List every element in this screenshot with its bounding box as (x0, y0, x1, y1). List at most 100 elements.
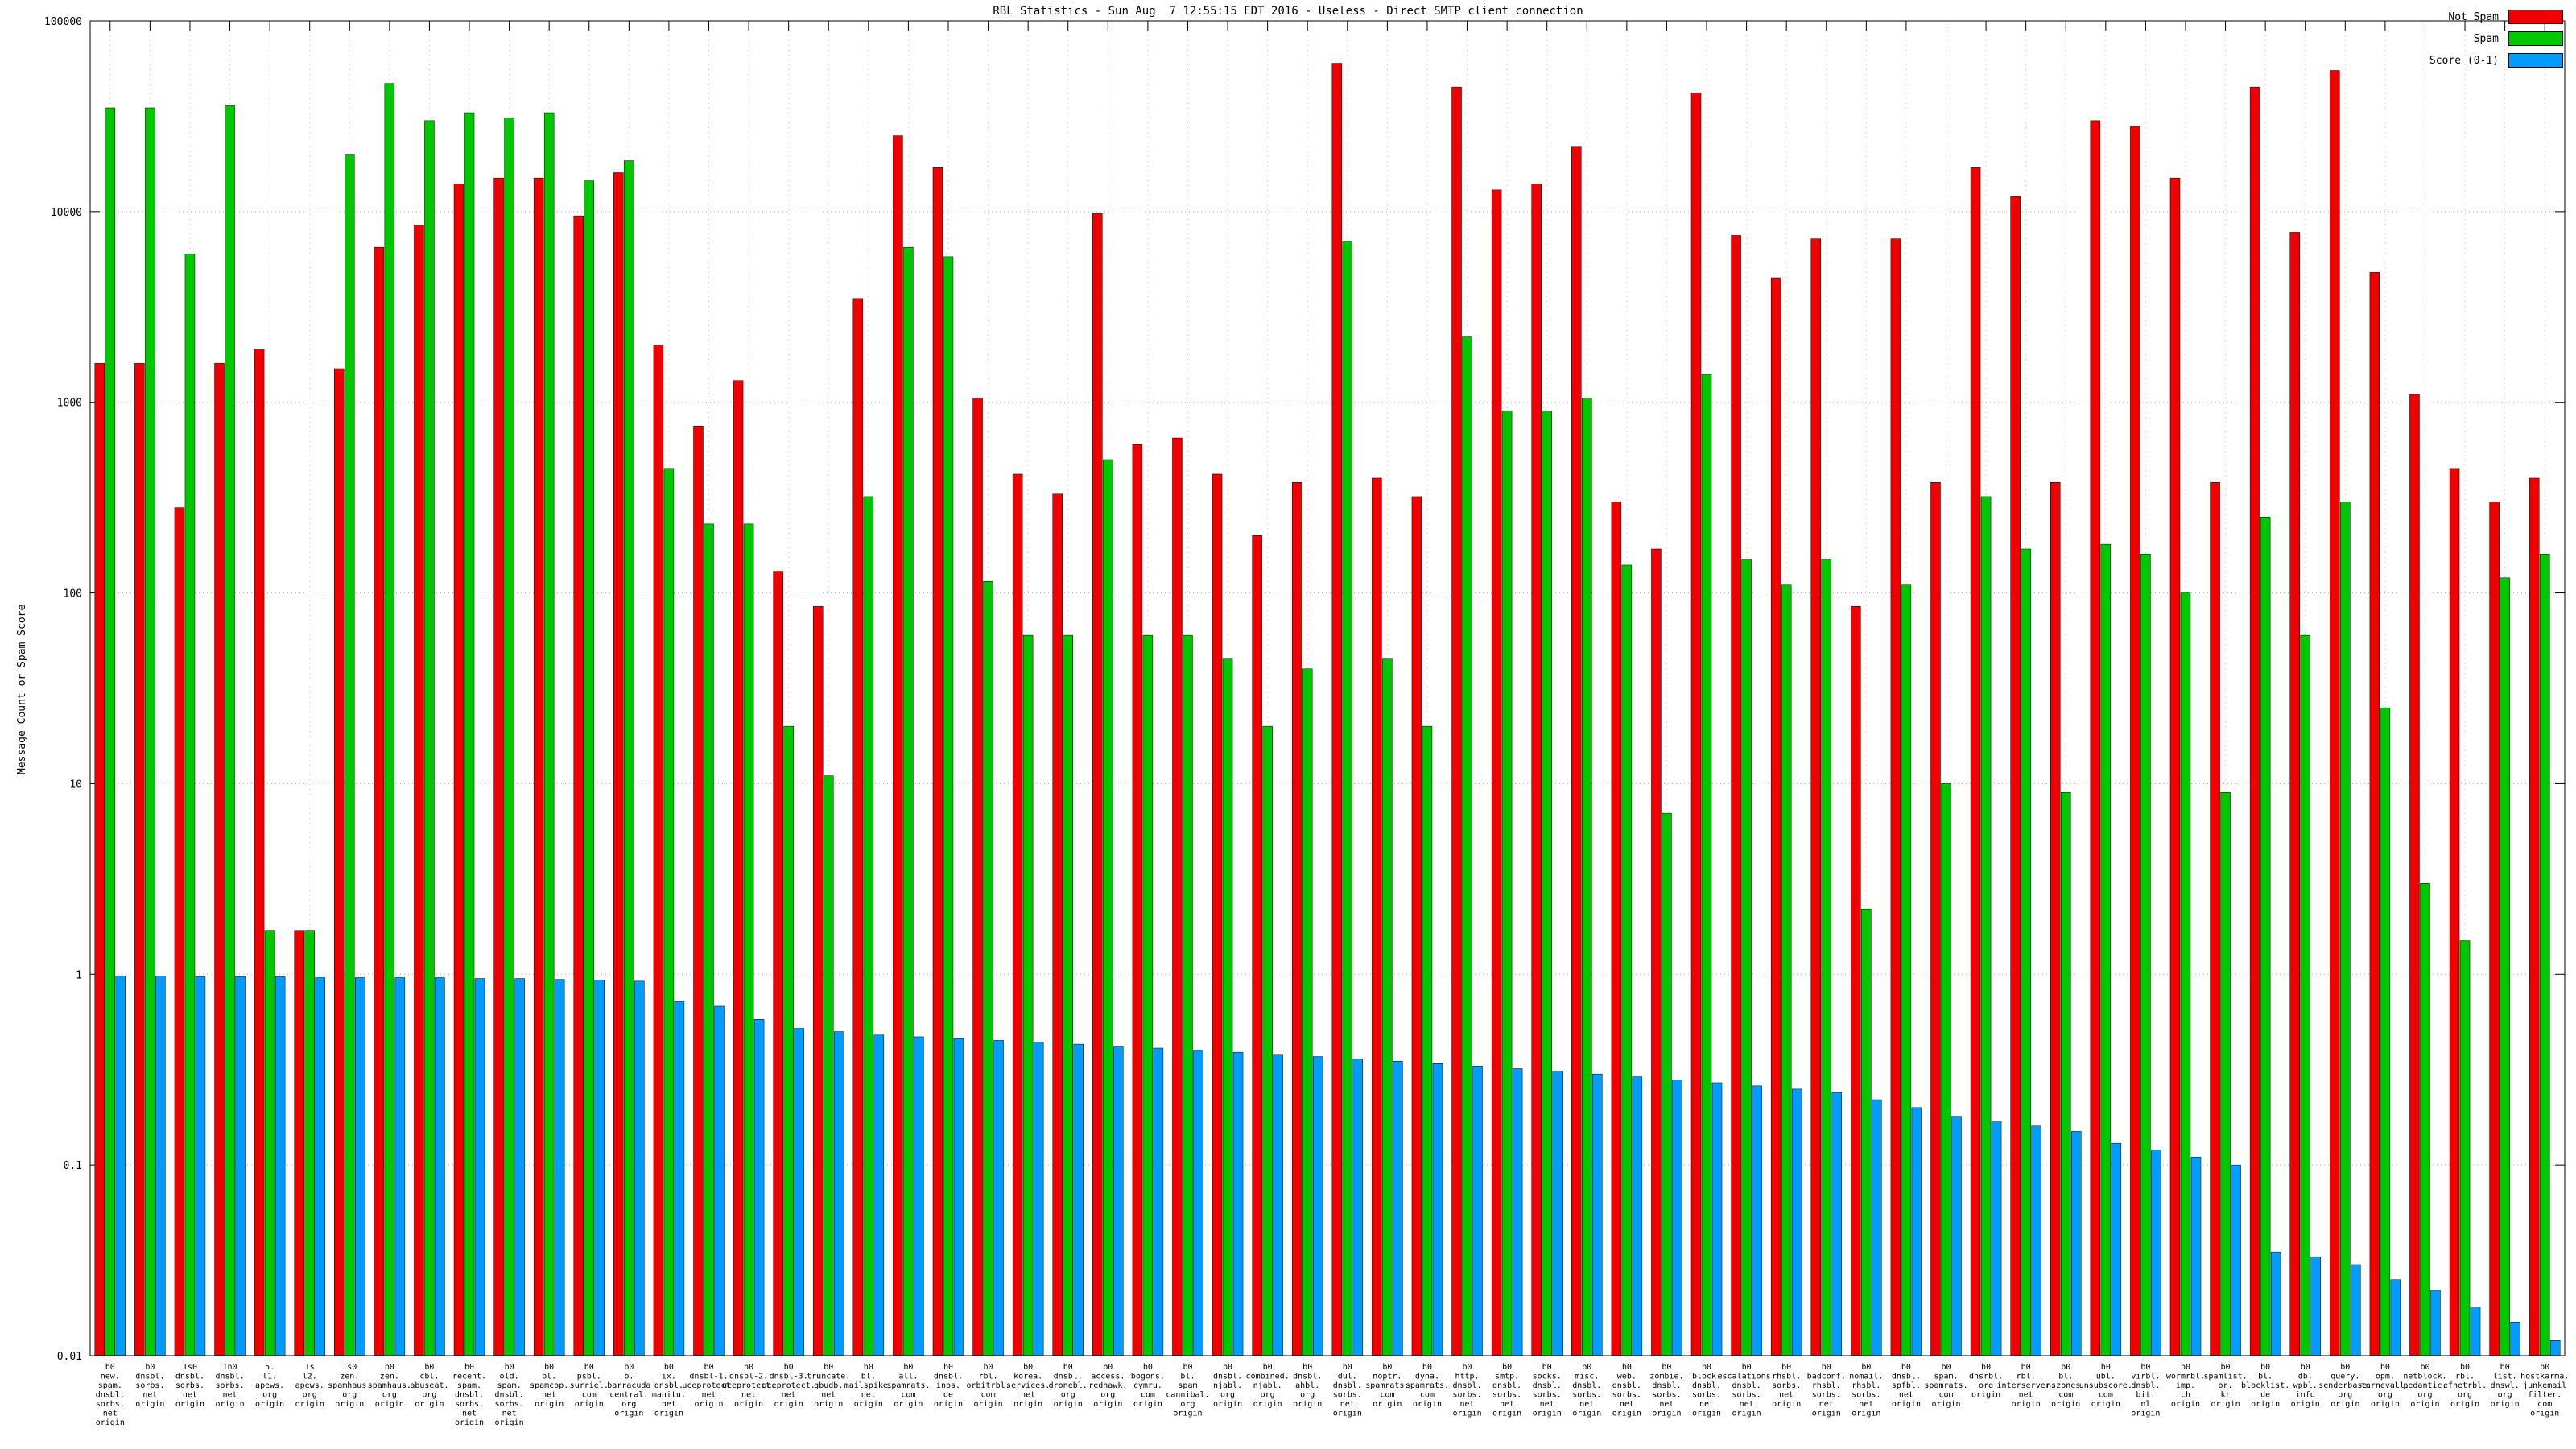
legend: Not Spam Spam Score (0-1) (2429, 10, 2563, 75)
x-tick-label: dnsbl. (1692, 1381, 1721, 1390)
x-tick-label: net (1699, 1400, 1714, 1409)
x-tick-label: junkemail (2523, 1381, 2566, 1390)
bar-not-spam (1212, 473, 1223, 1356)
x-tick-label: sorbs. (175, 1381, 204, 1390)
bar-score (155, 976, 166, 1356)
x-tick-label: bl. (1180, 1373, 1195, 1381)
bar-not-spam (2489, 502, 2500, 1356)
bar-score (1153, 1047, 1164, 1356)
bar-spam (145, 107, 155, 1356)
x-tick-label: kr (2221, 1391, 2231, 1400)
bar-not-spam (1970, 167, 1981, 1356)
x-tick-label: spam. (497, 1381, 522, 1390)
bar-spam (1342, 241, 1353, 1356)
x-tick-label: origin (135, 1400, 164, 1409)
x-tick-label: origin (175, 1400, 204, 1409)
bar-not-spam (1411, 496, 1422, 1356)
x-tick-label: spfbl. (1892, 1381, 1921, 1390)
bar-score (1393, 1061, 1403, 1356)
x-tick-label: b0 (1183, 1363, 1192, 1372)
x-tick-label: org (2417, 1391, 2432, 1400)
x-tick-label: b0 (1103, 1363, 1113, 1372)
bar-not-spam (573, 215, 584, 1356)
bar-score (2470, 1307, 2481, 1356)
bar-spam (2420, 883, 2430, 1356)
bar-spam (584, 180, 595, 1356)
x-tick-label: origin (2012, 1400, 2041, 1409)
bar-spam (1901, 584, 1912, 1356)
y-tick-label: 0.01 (57, 1351, 82, 1363)
bar-not-spam (1930, 481, 1941, 1356)
bar-score (1312, 1056, 1323, 1356)
bar-spam (983, 580, 993, 1356)
x-tick-label: pedantic. (2403, 1381, 2446, 1390)
bar-spam (504, 118, 514, 1356)
x-tick-label: origin (934, 1400, 963, 1409)
legend-label: Spam (2473, 32, 2499, 45)
x-tick-label: b0 (664, 1363, 674, 1372)
bar-not-spam (1770, 277, 1781, 1356)
bar-spam (903, 246, 914, 1356)
x-tick-label: old. (500, 1373, 519, 1381)
bar-not-spam (2409, 394, 2420, 1356)
bar-not-spam (1491, 189, 1502, 1356)
x-tick-label: net (1579, 1400, 1594, 1409)
x-tick-label: net (821, 1391, 836, 1400)
x-tick-label: org (303, 1391, 317, 1400)
x-tick-label: uceprotect. (722, 1381, 775, 1390)
bar-score (1791, 1088, 1802, 1356)
bar-not-spam (254, 349, 265, 1356)
bar-not-spam (2529, 477, 2540, 1356)
x-tick-label: org (342, 1391, 357, 1400)
x-tick-label: l2. (303, 1373, 317, 1381)
x-tick-label: b0 (704, 1363, 713, 1372)
x-tick-label: spamrats. (1924, 1381, 1967, 1390)
x-tick-label: all. (898, 1373, 918, 1381)
x-tick-label: org (1180, 1400, 1195, 1409)
x-tick-label: zen. (340, 1373, 359, 1381)
x-tick-label: origin (814, 1400, 843, 1409)
y-tick-label: 100000 (44, 16, 82, 28)
bar-not-spam (653, 345, 664, 1356)
bar-spam (1701, 374, 1712, 1356)
bar-spam (1063, 634, 1073, 1356)
x-tick-label: sorbs. (1732, 1391, 1761, 1400)
x-tick-label: net (462, 1410, 477, 1418)
bar-score (2430, 1290, 2441, 1356)
bar-score (1552, 1071, 1563, 1356)
x-tick-label: 1s (305, 1363, 315, 1372)
bar-not-spam (2369, 272, 2380, 1356)
x-tick-label: net (183, 1391, 197, 1400)
x-tick-label: origin (335, 1400, 364, 1409)
x-tick-label: org (1300, 1391, 1315, 1400)
x-tick-label: b0 (145, 1363, 155, 1372)
bar-not-spam (1651, 548, 1662, 1356)
x-tick-label: b0 (584, 1363, 594, 1372)
x-tick-label: net (1740, 1400, 1754, 1409)
x-tick-label: b0 (1143, 1363, 1153, 1372)
bar-spam (743, 523, 754, 1356)
x-tick-label: com (2537, 1400, 2552, 1409)
bar-score (514, 978, 525, 1356)
x-tick-label: bit. (2136, 1391, 2155, 1400)
x-tick-label: virbl. (2131, 1373, 2160, 1381)
x-tick-label: opm. (2376, 1373, 2395, 1381)
x-tick-label: origin (2371, 1400, 2400, 1409)
bar-score (753, 1019, 765, 1356)
x-tick-label: b0 (744, 1363, 753, 1372)
x-tick-label: b0 (1382, 1363, 1392, 1372)
x-tick-label: sorbs. (455, 1400, 484, 1409)
x-tick-label: dnsbl. (654, 1381, 683, 1390)
x-tick-label: rbl. (979, 1373, 998, 1381)
x-tick-label: origin (774, 1400, 803, 1409)
bar-score (195, 976, 206, 1356)
x-tick-label: b0 (1861, 1363, 1871, 1372)
x-tick-label: imp. (2176, 1381, 2195, 1390)
y-axis-label: Message Count or Spam Score (16, 604, 28, 774)
x-tick-label: origin (1054, 1400, 1083, 1409)
x-tick-label: dnsbl. (1054, 1373, 1083, 1381)
legend-swatch-not-spam (2508, 10, 2563, 24)
x-tick-label: spam (1178, 1381, 1197, 1390)
x-tick-label: dnswl. (2491, 1381, 2520, 1390)
